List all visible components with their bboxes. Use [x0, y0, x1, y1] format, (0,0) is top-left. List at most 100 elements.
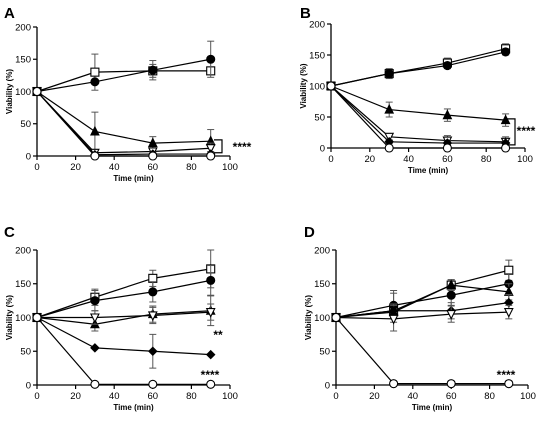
data-point-circle — [90, 296, 100, 306]
x-tick-label: 20 — [369, 391, 380, 402]
x-tick-label: 60 — [148, 162, 159, 173]
series-open-triangle-down — [326, 81, 511, 148]
y-tick-label: 100 — [15, 87, 31, 98]
series-line — [36, 70, 211, 93]
data-point-triangle-down — [90, 313, 100, 324]
data-point-circle — [90, 151, 100, 161]
data-point-triangle-down — [205, 144, 216, 154]
data-point-circle — [384, 69, 394, 79]
x-tick-label: 40 — [408, 391, 419, 402]
data-point-triangle — [446, 279, 457, 290]
series-open-circle — [326, 81, 511, 153]
y-axis-label: Viability (%) — [304, 295, 313, 341]
x-tick-label: 60 — [446, 391, 457, 402]
data-point-circle — [148, 65, 158, 75]
y-tick-label: 50 — [314, 112, 325, 123]
x-tick-label: 20 — [70, 162, 81, 173]
series-line — [36, 91, 211, 144]
panel-letter: B — [300, 5, 311, 22]
x-tick-label: 80 — [186, 391, 197, 402]
y-axis-label: Viability (%) — [5, 295, 14, 341]
data-point-circle — [501, 143, 511, 153]
series-line — [36, 316, 211, 356]
x-tick-label: 60 — [442, 154, 453, 165]
y-tick-label: 100 — [314, 313, 330, 324]
y-tick-label: 0 — [26, 151, 31, 162]
data-point-triangle-down — [205, 308, 216, 318]
data-point-circle — [206, 54, 216, 64]
series-filled-diamond — [32, 312, 216, 369]
y-tick-label: 150 — [15, 55, 31, 66]
x-tick-label: 80 — [186, 162, 197, 173]
series-line — [335, 283, 509, 319]
x-tick-label: 40 — [109, 162, 120, 173]
data-point-circle — [148, 151, 158, 161]
x-tick-label: 40 — [403, 154, 414, 165]
y-tick-label: 150 — [15, 279, 31, 290]
series-line — [36, 91, 211, 156]
chart-panel-d: D 0 50 100 150 200 0 20 40 60 80 100 Time (min) Viabi… — [304, 224, 536, 412]
series-line — [330, 51, 506, 87]
data-point-circle — [90, 77, 100, 87]
panel-letter: D — [304, 224, 315, 241]
series-line — [335, 317, 509, 385]
y-tick-label: 200 — [15, 245, 31, 256]
series-open-circle — [32, 312, 216, 389]
data-point-triangle-down — [147, 311, 158, 322]
x-tick-label: 0 — [34, 391, 39, 402]
data-point-circle — [504, 379, 514, 389]
data-point-triangle — [147, 137, 158, 148]
data-point-circle — [442, 60, 452, 71]
data-point-circle — [148, 379, 158, 389]
y-tick-label: 100 — [15, 313, 31, 324]
data-point-circle — [206, 275, 216, 285]
x-tick-label: 20 — [365, 154, 376, 165]
data-point-triangle — [384, 103, 395, 114]
x-tick-label: 0 — [333, 391, 338, 402]
y-tick-label: 150 — [309, 50, 325, 61]
y-tick-label: 200 — [309, 19, 325, 30]
x-axis-label: Time (min) — [408, 166, 449, 175]
data-point-circle — [501, 47, 511, 57]
data-point-circle — [446, 379, 456, 389]
series-open-circle — [32, 86, 216, 161]
series-filled-diamond — [32, 86, 216, 160]
panel-letter: C — [4, 224, 15, 241]
series-line — [335, 284, 509, 319]
y-tick-label: 50 — [20, 347, 31, 358]
significance-bracket — [214, 139, 223, 154]
series-filled-triangle — [32, 85, 216, 154]
data-point-triangle-down — [503, 308, 514, 318]
chart-panel-b: B 0 50 100 150 200 0 20 40 60 80 100 Time (min) Viabi… — [299, 5, 536, 175]
y-tick-label: 0 — [26, 380, 31, 391]
series-line — [330, 85, 506, 149]
data-point-circle — [326, 81, 336, 91]
significance-bracket — [507, 118, 516, 146]
series-open-triangle-down — [32, 87, 216, 159]
significance-annotation: **** — [497, 368, 516, 382]
series-line — [335, 311, 509, 320]
series-open-circle — [331, 312, 514, 389]
data-point-circle — [90, 379, 100, 389]
data-point-triangle — [500, 114, 511, 125]
x-tick-label: 0 — [328, 154, 333, 165]
y-tick-label: 50 — [319, 347, 330, 358]
x-axis-label: Time (min) — [113, 174, 154, 183]
data-point-triangle — [90, 125, 100, 136]
series-line — [330, 85, 506, 144]
series-line — [36, 91, 211, 154]
data-point-diamond — [388, 305, 399, 316]
significance-annotation: **** — [233, 140, 252, 154]
data-point-triangle — [442, 109, 453, 120]
y-axis-label: Viability (%) — [5, 69, 14, 115]
x-tick-label: 100 — [222, 162, 238, 173]
series-open-triangle-down — [32, 303, 216, 325]
chart-panel-c: C 0 50 100 150 200 0 20 40 60 80 100 Time (min) Viabi… — [4, 224, 238, 412]
series-line — [36, 279, 211, 319]
data-point-circle — [389, 379, 399, 389]
data-point-diamond — [90, 343, 100, 353]
significance-annotation: **** — [201, 368, 220, 382]
series-line — [36, 58, 211, 93]
series-line — [335, 302, 509, 319]
